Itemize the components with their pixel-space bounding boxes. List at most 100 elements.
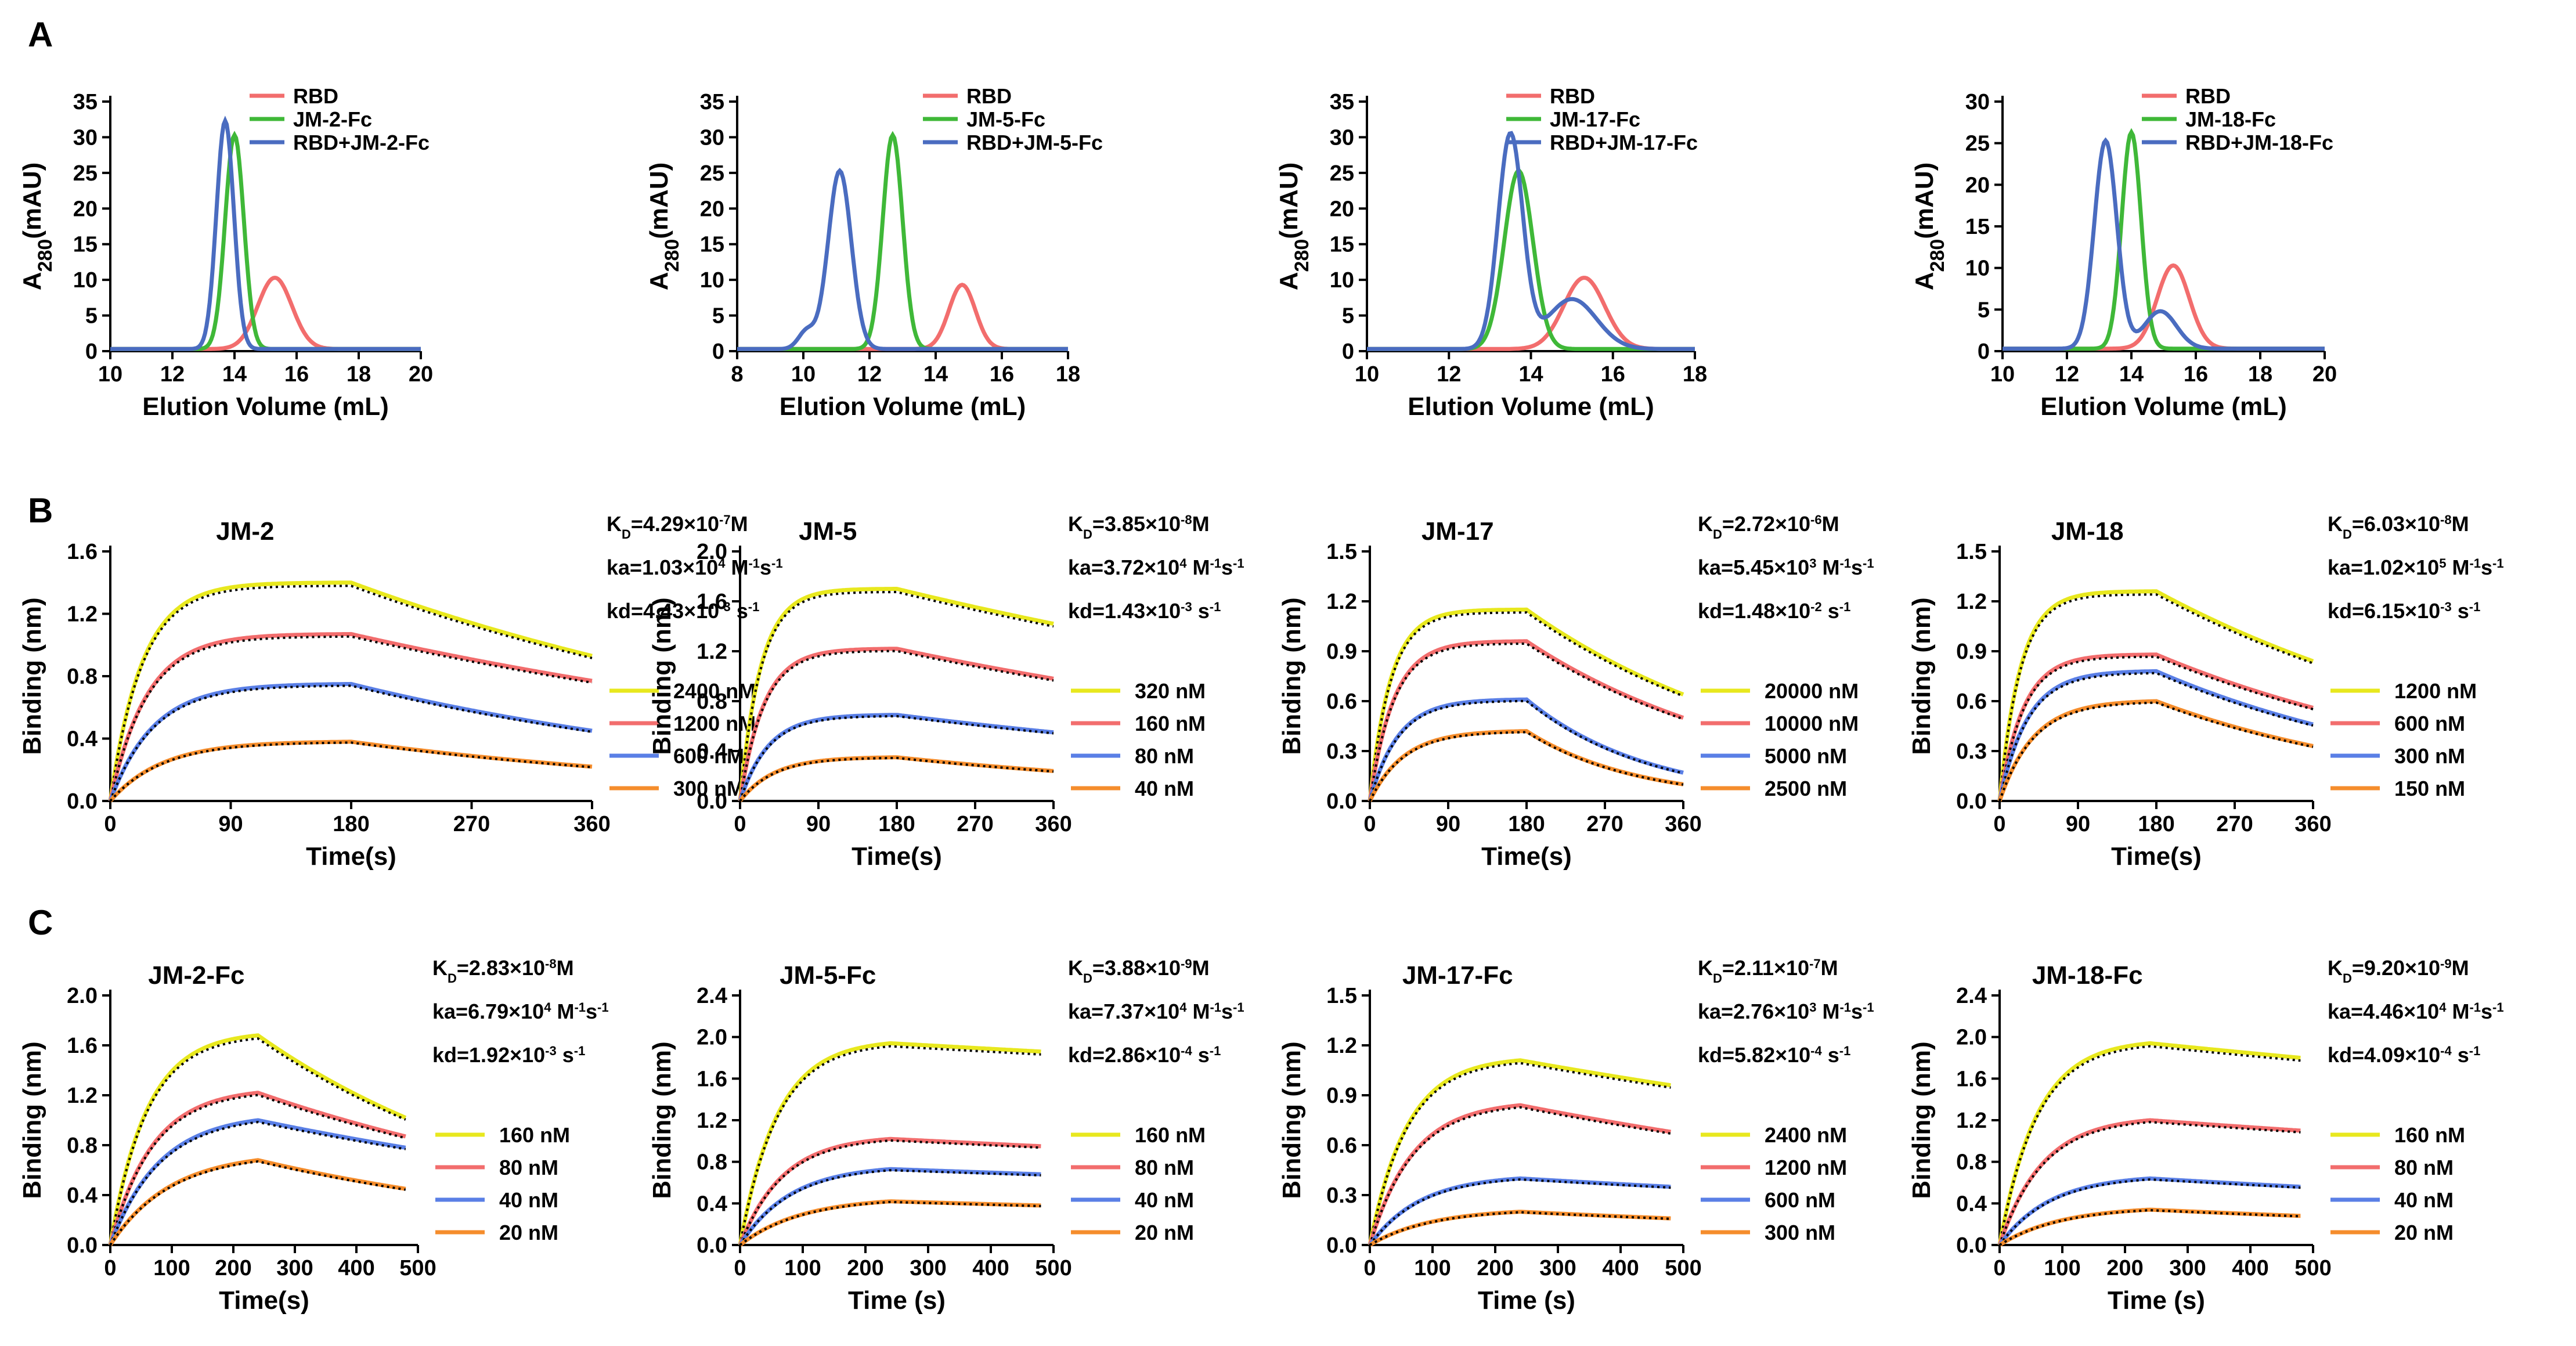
legend-label: RBD+JM-18-Fc <box>2185 131 2333 154</box>
chart-title: JM-2-Fc <box>148 961 244 990</box>
sensorgram-3 <box>108 681 593 802</box>
y-tick-label: 1.6 <box>697 590 727 614</box>
chart-A-3: 10 12 14 16 18 0 5 10 15 20 25 30 35 Elution Volume (… <box>1275 84 1707 421</box>
legend-label: 80 nM <box>499 1156 558 1179</box>
x-tick-label: 300 <box>276 1256 313 1280</box>
y-tick-label: 0.9 <box>1326 640 1357 664</box>
x-tick-label: 0 <box>1363 1256 1376 1280</box>
fit-curve-4 <box>739 756 1054 802</box>
sensorgram-3 <box>1998 1176 2301 1247</box>
y-tick-label: 25 <box>1965 132 1990 156</box>
x-tick-label: 0 <box>104 1256 116 1280</box>
y-tick-label: 25 <box>73 161 98 186</box>
fit-curve-2 <box>1998 655 2314 802</box>
sensorgram-4 <box>109 1158 406 1246</box>
y-tick-label: 1.2 <box>67 602 98 627</box>
fit-curve-4 <box>109 1160 406 1246</box>
y-axis-title: Binding (nm) <box>648 597 676 755</box>
y-tick-label: 0.8 <box>697 1150 727 1175</box>
fit-curve-2 <box>739 1139 1041 1246</box>
legend-label: JM-18-Fc <box>2185 107 2276 131</box>
x-tick-label: 180 <box>333 812 369 836</box>
y-tick-label: 0.4 <box>67 727 98 752</box>
sensorgram-4 <box>1997 699 2314 802</box>
legend-label: 2400 nM <box>1765 1123 1847 1147</box>
fit-curve-1 <box>1369 1062 1671 1246</box>
x-tick-label: 90 <box>1436 812 1460 836</box>
x-axis-title: Elution Volume (mL) <box>2040 392 2287 421</box>
y-tick-label: 0.0 <box>1326 789 1357 814</box>
y-tick-label: 10 <box>73 268 98 293</box>
sensorgram-1 <box>1997 589 2314 802</box>
y-tick-label: 0 <box>85 340 98 364</box>
sensorgram-1 <box>108 1033 407 1246</box>
y-tick-label: 2.0 <box>697 1026 727 1050</box>
y-tick-label: 10 <box>1965 257 1990 281</box>
y-tick-label: 2.0 <box>1956 1026 1987 1050</box>
fit-curve-1 <box>1998 593 2314 802</box>
y-tick-label: 1.6 <box>67 1034 98 1058</box>
y-tick-label: 25 <box>1330 161 1354 186</box>
x-tick-label: 400 <box>1602 1256 1639 1280</box>
sensorgram-3 <box>1997 669 2314 802</box>
y-axis-title: Binding (nm) <box>18 1041 46 1199</box>
x-tick-label: 90 <box>806 812 831 836</box>
legend-label: 150 nM <box>2394 777 2465 800</box>
x-tick-label: 400 <box>972 1256 1009 1280</box>
kinetics-line-1: KD=9.20×10-9M <box>2328 956 2469 986</box>
y-tick-label: 25 <box>700 161 724 186</box>
legend-label: 1200 nM <box>1765 1156 1847 1179</box>
chart-title: JM-18 <box>2051 517 2124 546</box>
legend-label: 1200 nM <box>2394 679 2477 703</box>
sensorgram-2 <box>1997 652 2314 802</box>
panel-letter-c: C <box>28 903 53 942</box>
x-tick-label: 16 <box>2184 362 2208 387</box>
y-tick-label: 15 <box>1965 215 1990 239</box>
x-axis-title: Time (s) <box>2108 1286 2205 1315</box>
legend-label: 10000 nM <box>1765 712 1859 735</box>
sensorgram-1 <box>738 1041 1041 1246</box>
y-tick-label: 1.2 <box>1956 590 1987 614</box>
panel-letter-a: A <box>28 15 53 54</box>
y-tick-label: 35 <box>1330 90 1354 114</box>
x-tick-label: 0 <box>1993 812 2005 836</box>
x-tick-label: 14 <box>923 362 948 387</box>
y-tick-label: 1.2 <box>1956 1109 1987 1133</box>
sensorgram-4 <box>1368 729 1684 802</box>
sensorgram-1 <box>1368 607 1684 802</box>
x-tick-label: 0 <box>104 812 116 836</box>
sensorgram-2 <box>108 1091 406 1246</box>
y-tick-label: 35 <box>700 90 724 114</box>
x-tick-label: 360 <box>1665 812 1701 836</box>
chart-A-1: 10 12 14 16 18 20 0 5 10 15 20 25 30 35 Elution Volume… <box>18 84 433 421</box>
x-tick-label: 12 <box>1437 362 1461 387</box>
y-tick-label: 0.8 <box>1956 1150 1987 1175</box>
chart-A-4: 10 12 14 16 18 20 0 5 10 15 20 25 30 Elution Volume (… <box>1910 84 2337 421</box>
legend-label: 1200 nM <box>673 712 756 735</box>
x-tick-label: 200 <box>847 1256 883 1280</box>
chart-title: JM-5 <box>799 517 857 546</box>
fit-curve-2 <box>739 649 1054 802</box>
sec-trace-1 <box>737 283 1068 351</box>
x-tick-label: 180 <box>878 812 915 836</box>
y-axis-title: Binding (nm) <box>1907 597 1936 755</box>
x-tick-label: 20 <box>409 362 433 387</box>
legend-label: 600 nM <box>673 744 744 768</box>
x-tick-label: 500 <box>1035 1256 1071 1280</box>
legend-label: 20 nM <box>1135 1221 1194 1244</box>
legend-label: 160 nM <box>1135 712 1206 735</box>
y-tick-label: 0.3 <box>1326 739 1357 764</box>
y-tick-label: 0.4 <box>1956 1192 1987 1216</box>
y-axis-title: A280(mAU) <box>645 163 683 291</box>
chart-B-4: 0 90 180 270 360 0.0 0.3 0.6 0.9 1.2 1.5 Time(s) Bin… <box>1907 512 2504 871</box>
sec-trace-2 <box>1367 169 1695 351</box>
sec-trace-3 <box>1367 131 1695 351</box>
x-tick-label: 270 <box>453 812 490 836</box>
x-tick-label: 180 <box>1508 812 1545 836</box>
y-tick-label: 5 <box>85 304 98 329</box>
sensorgram-2 <box>108 631 593 802</box>
fit-curve-4 <box>109 741 593 802</box>
y-tick-label: 0.0 <box>1956 1233 1987 1258</box>
y-tick-label: 10 <box>1330 268 1354 293</box>
y-tick-label: 1.6 <box>1956 1067 1987 1091</box>
